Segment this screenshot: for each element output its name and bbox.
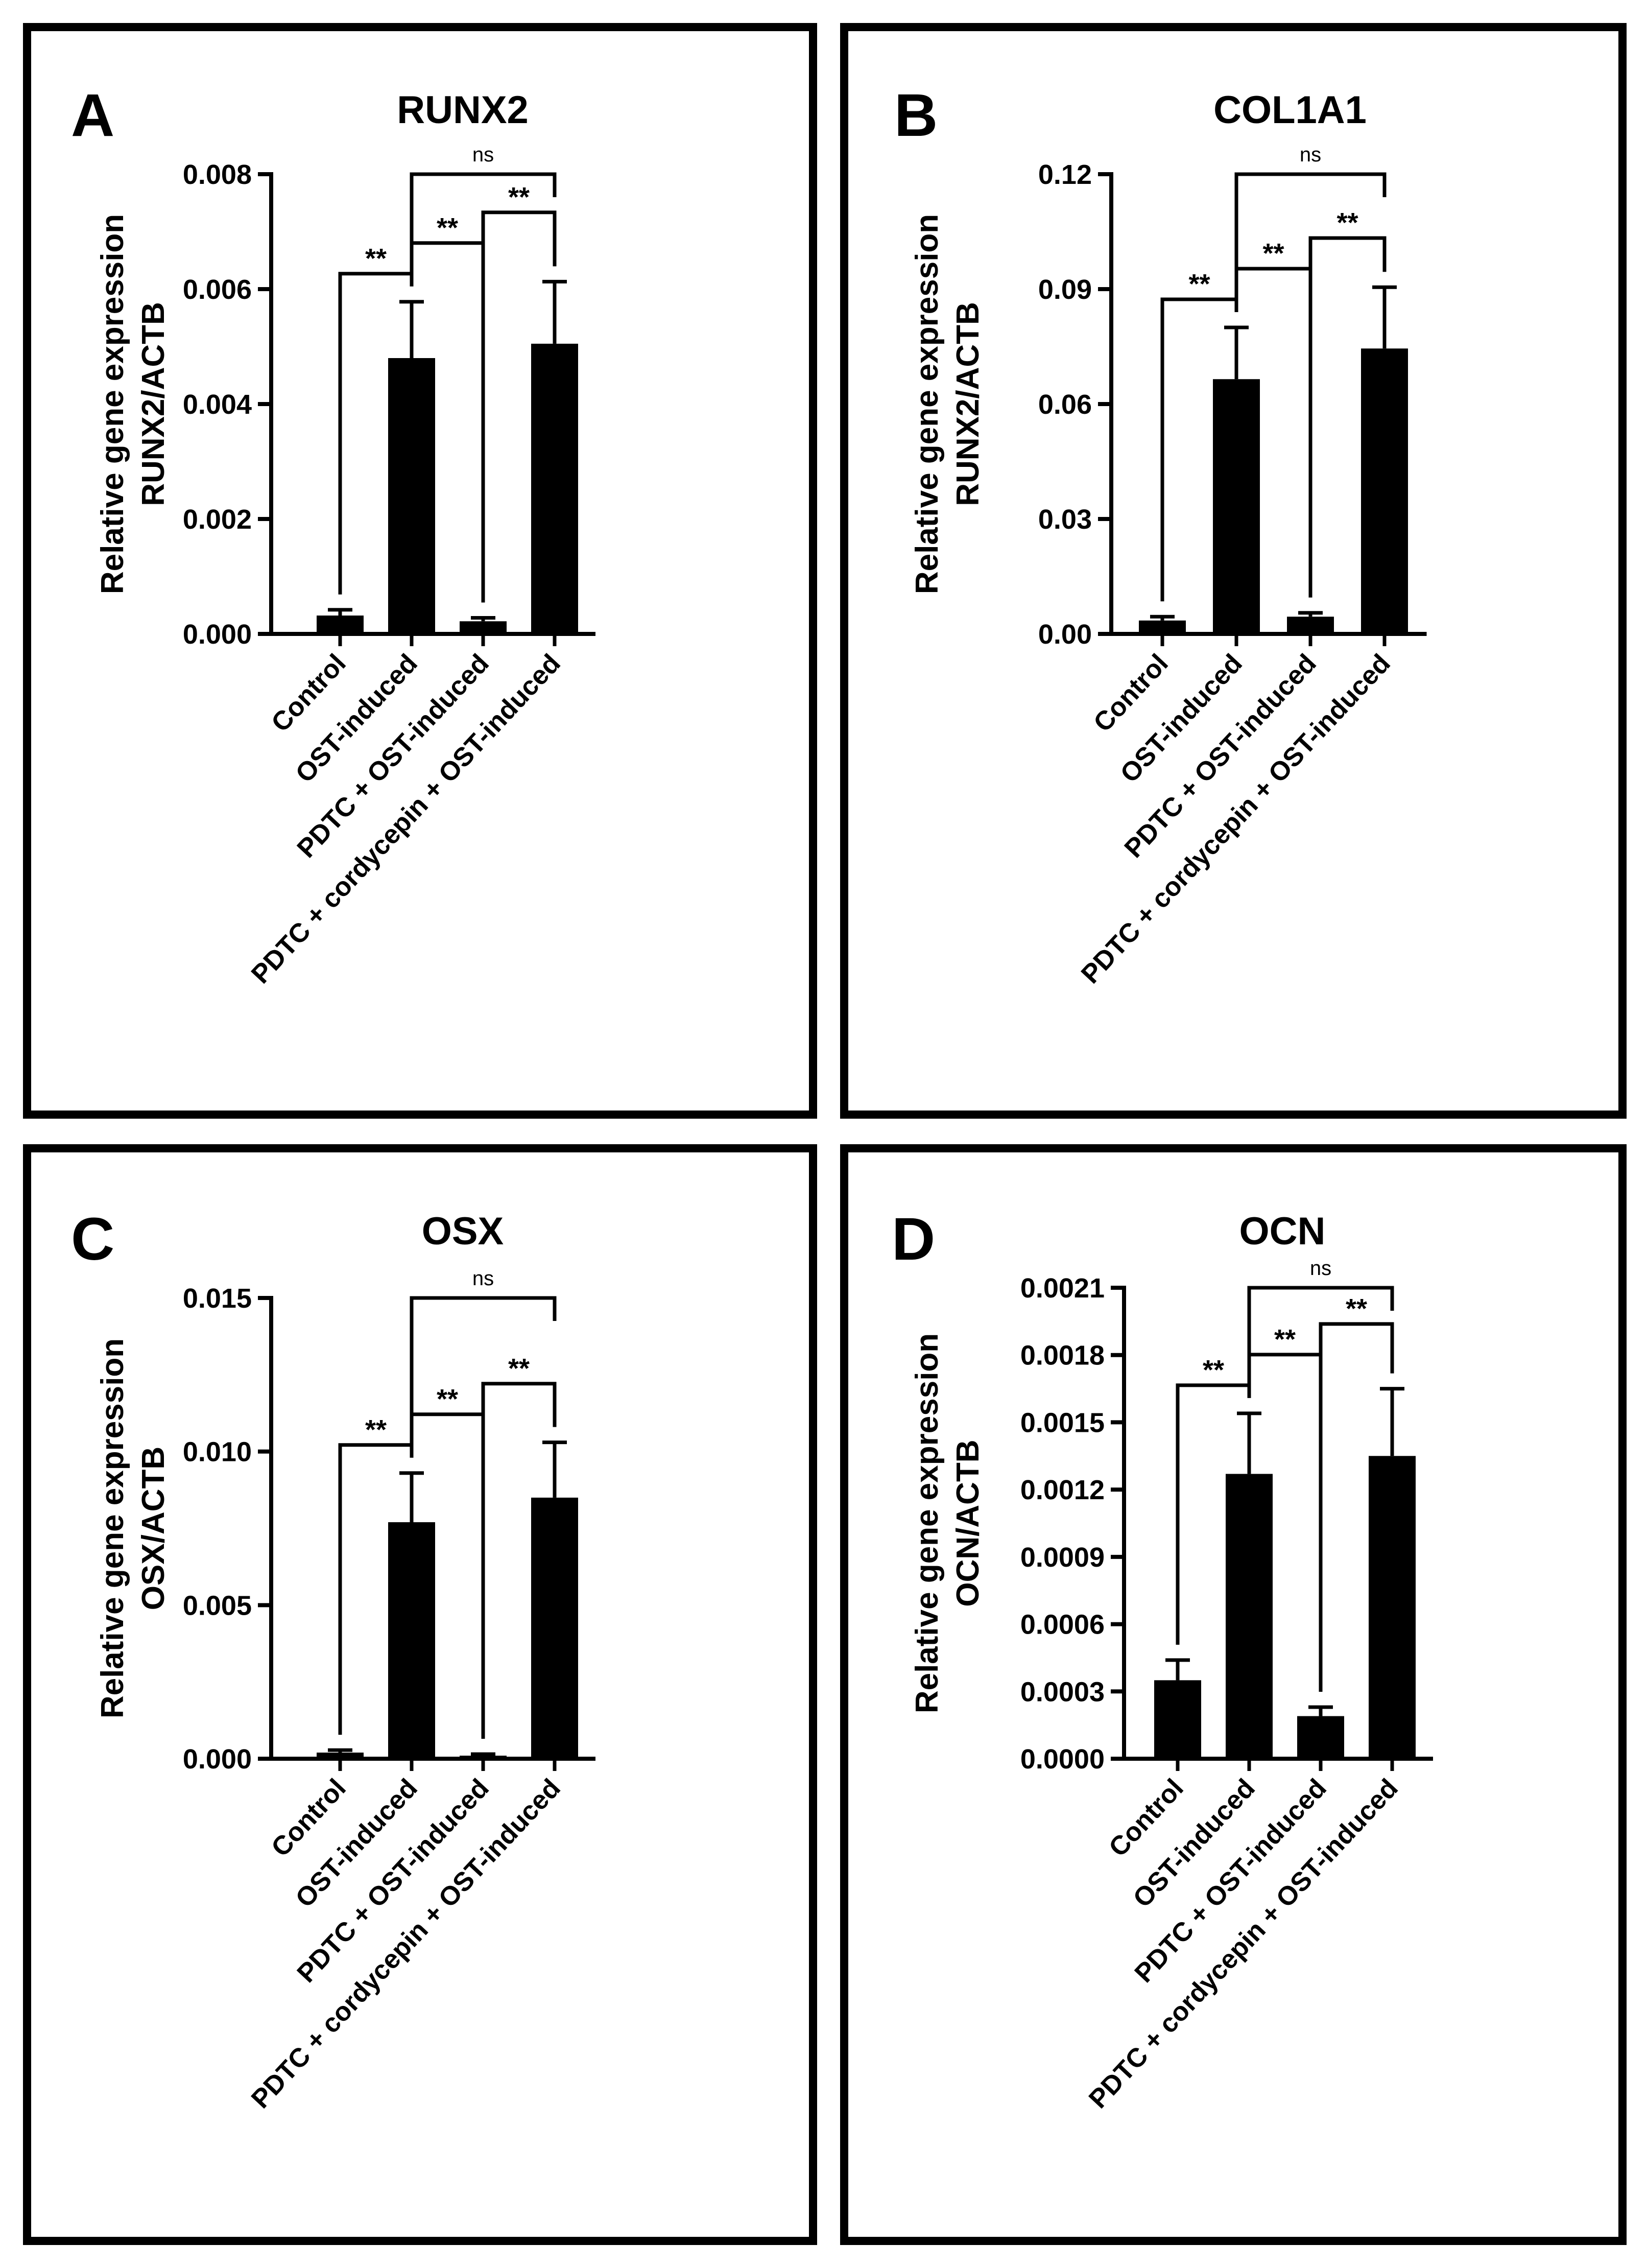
y-tick-label: 0.015 (183, 1283, 252, 1314)
chart-title-c: OSX (422, 1210, 504, 1253)
y-tick-label: 0.0003 (1020, 1676, 1105, 1707)
significance-stars: ** (437, 1384, 458, 1414)
significance-stars: ** (1188, 269, 1210, 299)
bar-1 (317, 616, 364, 634)
y-axis-label-line-2: OSX/ACTB (136, 1447, 171, 1610)
y-tick-label: 0.008 (183, 159, 252, 190)
significance-stars: ** (1262, 238, 1284, 269)
bar-2 (388, 1522, 435, 1759)
panel-letter-a: A (71, 82, 114, 149)
y-axis-label-line-1: Relative gene expression (910, 214, 945, 594)
significance-bracket (410, 1412, 485, 1739)
significance-stars: ** (365, 1414, 387, 1445)
significance-stars: ** (508, 1353, 530, 1384)
y-axis-label-line-2: RUNX2/ACTB (136, 302, 171, 506)
significance-bracket (1176, 1383, 1251, 1645)
bar-4 (1361, 348, 1408, 634)
significance-stars: ** (508, 182, 530, 212)
panel-letter-b: B (894, 82, 938, 149)
panel-b: B COL1A1 Relative gene expression RUNX2/ACT… (840, 23, 1627, 1119)
significance-stars: ** (437, 212, 458, 243)
significance-bracket (1319, 1322, 1394, 1374)
y-tick-label: 0.12 (1038, 159, 1092, 190)
bar-2 (1213, 379, 1260, 634)
y-tick-label: 0.010 (183, 1437, 252, 1468)
bar-2 (1226, 1474, 1273, 1759)
significance-stars: ** (1203, 1355, 1224, 1385)
ns-label: ns (1310, 1257, 1331, 1280)
y-tick-label: 0.002 (183, 504, 252, 535)
y-tick-label: 0.0012 (1020, 1475, 1105, 1505)
ns-label: ns (472, 1267, 494, 1290)
y-tick-label: 0.09 (1038, 274, 1092, 305)
significance-bracket (1308, 236, 1387, 272)
chart-c: C OSX Relative gene expression OSX/ACTB 0.00… (71, 1206, 595, 2114)
significance-stars: ** (365, 243, 387, 274)
y-tick-label: 0.00 (1038, 619, 1092, 650)
bar-1 (317, 1752, 364, 1759)
y-tick-label: 0.0021 (1020, 1273, 1105, 1304)
y-tick-label: 0.0006 (1020, 1610, 1105, 1640)
y-tick-label: 0.000 (183, 1744, 252, 1775)
ns-label: ns (472, 144, 494, 166)
bar-3 (1297, 1716, 1344, 1759)
significance-stars: ** (1274, 1324, 1296, 1355)
y-axis-label-line-2: RUNX2/ACTB (950, 302, 986, 506)
chart-b: B COL1A1 Relative gene expression RUNX2/ACT… (894, 82, 1427, 989)
significance-bracket (481, 1382, 557, 1427)
chart-title-d: OCN (1239, 1210, 1326, 1253)
panel-d: D OCN Relative gene expression OCN/ACTB 0.00… (840, 1144, 1627, 2245)
panel-letter-c: C (71, 1206, 114, 1273)
bar-2 (388, 358, 435, 634)
bar-4 (531, 343, 578, 634)
y-axis-label-line-2: OCN/ACTB (950, 1439, 986, 1606)
bar-3 (460, 621, 507, 634)
y-tick-label: 0.005 (183, 1590, 252, 1621)
significance-bracket (1234, 172, 1387, 269)
significance-bracket (338, 272, 414, 595)
bar-1 (1139, 620, 1186, 634)
y-axis-label-line-1: Relative gene expression (910, 1333, 945, 1713)
significance-bracket (1247, 1286, 1394, 1355)
ns-label: ns (1300, 144, 1321, 166)
chart-title-b: COL1A1 (1213, 88, 1367, 132)
bar-4 (531, 1497, 578, 1759)
significance-bracket (338, 1443, 414, 1735)
panel-a: A RUNX2 Relative gene expression RUNX2/ACTB… (23, 23, 817, 1119)
significance-bracket (481, 210, 557, 267)
y-tick-label: 0.004 (183, 389, 252, 420)
significance-bracket (1160, 297, 1238, 602)
y-tick-label: 0.0018 (1020, 1340, 1105, 1371)
panel-letter-d: D (892, 1206, 935, 1273)
y-tick-label: 0.0015 (1020, 1407, 1105, 1438)
y-tick-label: 0.000 (183, 619, 252, 650)
y-axis-label-line-1: Relative gene expression (95, 214, 130, 594)
panel-c: C OSX Relative gene expression OSX/ACTB 0.00… (23, 1144, 817, 2245)
y-tick-label: 0.06 (1038, 389, 1092, 420)
significance-bracket (410, 1296, 557, 1414)
significance-stars: ** (1336, 207, 1358, 238)
chart-a: A RUNX2 Relative gene expression RUNX2/ACTB… (71, 82, 595, 989)
significance-bracket (410, 241, 485, 603)
bar-3 (1287, 617, 1334, 634)
chart-title-a: RUNX2 (397, 88, 529, 132)
significance-bracket (1234, 267, 1312, 598)
y-tick-label: 0.006 (183, 274, 252, 305)
significance-bracket (1247, 1353, 1323, 1692)
significance-bracket (410, 172, 557, 243)
y-axis-label-line-1: Relative gene expression (95, 1338, 130, 1718)
y-tick-label: 0.03 (1038, 504, 1092, 535)
y-tick-label: 0.0009 (1020, 1542, 1105, 1573)
significance-stars: ** (1346, 1293, 1367, 1324)
bar-1 (1154, 1680, 1201, 1759)
y-tick-label: 0.0000 (1020, 1744, 1105, 1775)
bar-3 (460, 1755, 507, 1759)
chart-d: D OCN Relative gene expression OCN/ACTB 0.00… (892, 1206, 1433, 2114)
bar-4 (1369, 1456, 1416, 1759)
